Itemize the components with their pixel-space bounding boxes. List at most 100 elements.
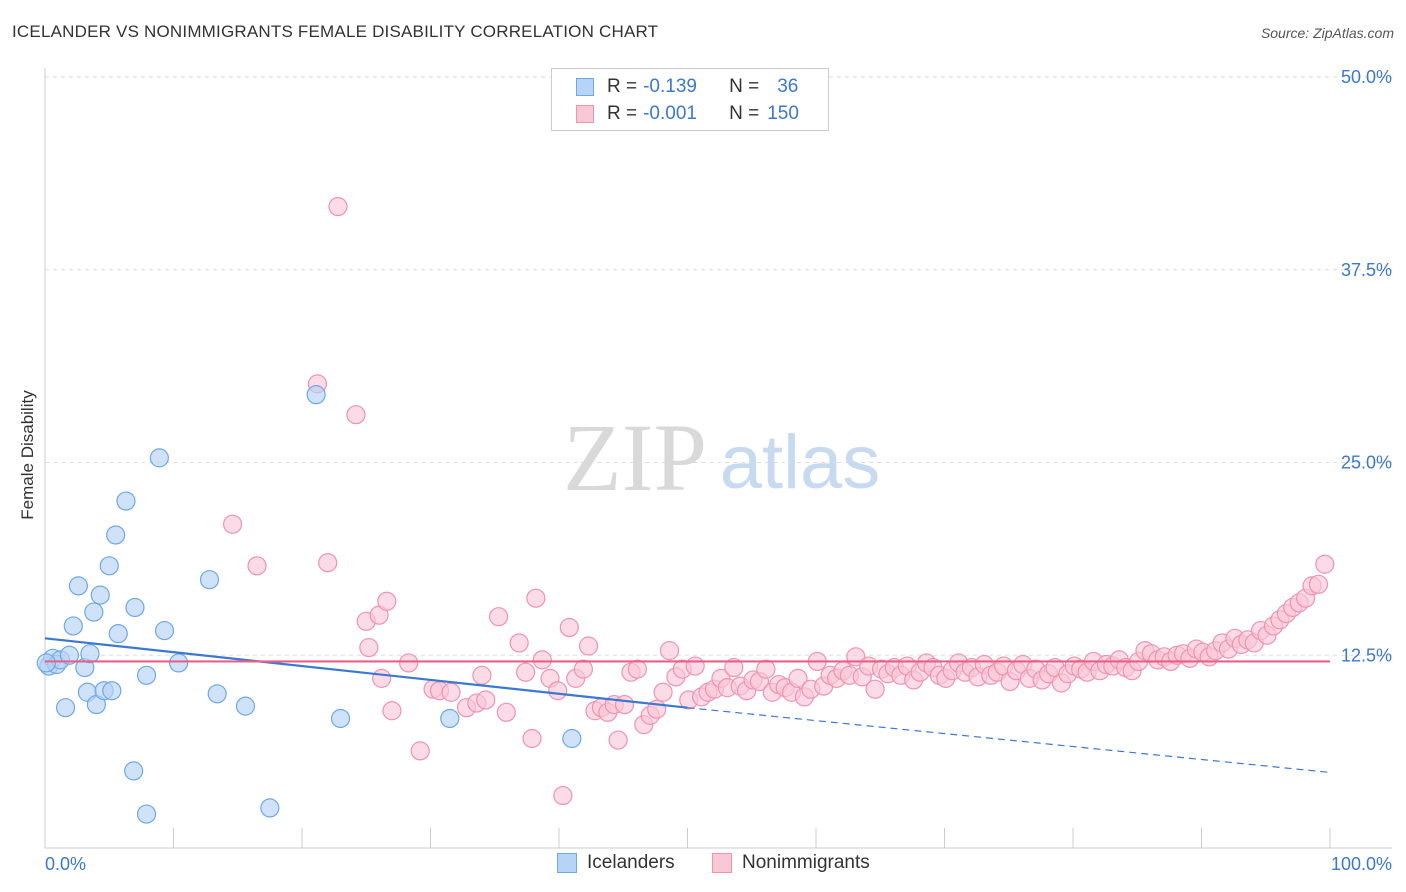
tick-labels: 12.5% 25.0% 37.5% 50.0% 0.0% 100.0% [45, 67, 1392, 874]
icelander-point [306, 385, 326, 405]
y-tick-label: 12.5% [1341, 645, 1392, 665]
axes [44, 68, 1392, 849]
icelander-point [169, 653, 189, 673]
nonimmigrant-point [573, 659, 594, 679]
nonimmigrant-point [247, 556, 267, 576]
icelander-point [55, 698, 76, 718]
nonimmigrant-point [522, 728, 542, 749]
nonimmigrant-point [377, 591, 397, 611]
gridlines [45, 76, 1392, 656]
icelander-point [116, 491, 136, 511]
icelander-point [235, 696, 256, 716]
icelander-point [562, 728, 582, 749]
nonimmigrant-point [515, 662, 536, 682]
nonimmigrant-point [399, 653, 419, 673]
nonimmigrant-point [553, 785, 573, 806]
legend-swatch-pink [712, 853, 732, 873]
icelander-point [99, 556, 119, 576]
icelander-point [125, 597, 145, 618]
legend-swatch-blue [557, 853, 577, 873]
y-tick-label: 50.0% [1341, 67, 1392, 87]
nonimmigrant-point [532, 650, 552, 670]
icelander-point [149, 448, 169, 468]
legend-swatch-pink [576, 105, 594, 123]
watermark-atlas: atlas [720, 420, 881, 505]
nonimmigrant-point [476, 690, 496, 710]
n-label: N = [729, 103, 760, 124]
nonimmigrant-point [359, 637, 379, 658]
nonimmigrant-point [382, 701, 402, 721]
trend-lines [44, 637, 1331, 774]
nonimmigrant-point [372, 668, 392, 688]
icelander-point [102, 681, 122, 701]
nonimmigrant-point [548, 681, 568, 701]
nonimmigrant-point [441, 682, 461, 702]
icelander-point [68, 576, 89, 596]
icelander-point [80, 644, 100, 664]
icelander-trend-extension [687, 707, 1331, 774]
nonimmigrant-point [865, 679, 885, 699]
nonimmigrant-point [614, 694, 635, 715]
nonimmigrant-point [559, 617, 579, 638]
legend-row-icelanders: R = -0.139 N = 36 [576, 75, 798, 99]
nonimmigrant-point [489, 607, 509, 627]
legend-item-icelanders: Icelanders [557, 852, 675, 874]
legend-label: Nonimmigrants [742, 852, 870, 873]
nonimmigrant-point [223, 514, 243, 534]
icelander-point [330, 708, 351, 729]
icelander-point [59, 645, 80, 665]
nonimmigrant-point [496, 702, 516, 722]
icelander-point [124, 761, 144, 781]
nonimmigrant-point [318, 553, 338, 573]
nonimmigrant-point [509, 633, 529, 653]
nonimmigrant-point [653, 682, 673, 702]
nonimmigrant-point [346, 405, 366, 425]
n-label: N = [729, 76, 760, 97]
nonimmigrant-point [659, 641, 680, 661]
x-tick-label: 100.0% [1331, 854, 1392, 874]
source-credit: Source: ZipAtlas.com [1260, 25, 1394, 41]
y-tick-label: 25.0% [1341, 453, 1392, 473]
nonimmigrant-point [578, 636, 599, 656]
nonimmigrant-point [328, 196, 348, 217]
icelander-point [260, 798, 280, 818]
icelander-point [440, 708, 460, 729]
r-label: R = [607, 76, 638, 97]
icelander-point [154, 620, 175, 641]
icelander-point [136, 804, 157, 824]
icelander-point [63, 616, 83, 636]
nonimmigrant-point [472, 665, 492, 685]
n-value: 150 [767, 103, 799, 124]
watermark-zip: ZIP [563, 404, 707, 511]
icelander-point [90, 585, 110, 605]
icelander-point [84, 602, 104, 622]
nonimmigrant-point [724, 657, 744, 678]
icelander-point [136, 665, 157, 685]
r-label: R = [607, 103, 638, 124]
nonimmigrant-point [526, 588, 546, 608]
nonimmigrant-point [756, 659, 776, 679]
x-tick-label: 0.0% [45, 854, 86, 874]
legend-item-nonimmigrants: Nonimmigrants [712, 852, 870, 874]
watermark: ZIP atlas [563, 404, 880, 511]
icelander-point [207, 684, 227, 704]
nonimmigrant-point [410, 741, 430, 761]
legend-swatch-blue [576, 78, 594, 96]
legend-row-nonimmigrants: R = -0.001 N = 150 [576, 102, 799, 126]
icelander-trend-line [44, 637, 688, 709]
icelander-point [36, 653, 56, 673]
r-value: -0.001 [643, 103, 697, 124]
nonimmigrant-point [1308, 574, 1329, 594]
correlation-legend: R = -0.139 N = 36 R = -0.001 N = 150 [551, 68, 829, 131]
r-value: -0.139 [643, 76, 697, 97]
nonimmigrant-point [685, 656, 705, 676]
nonimmigrant-point [608, 730, 628, 750]
n-value: 36 [777, 76, 799, 97]
icelander-point [199, 570, 220, 590]
legend-label: Icelanders [587, 852, 675, 873]
chart-title: ICELANDER VS NONIMMIGRANTS FEMALE DISABI… [12, 22, 659, 41]
icelander-point [108, 624, 128, 644]
nonimmigrant-point [788, 668, 808, 688]
nonimmigrant-point [627, 659, 647, 679]
nonimmigrant-point [1315, 554, 1335, 574]
